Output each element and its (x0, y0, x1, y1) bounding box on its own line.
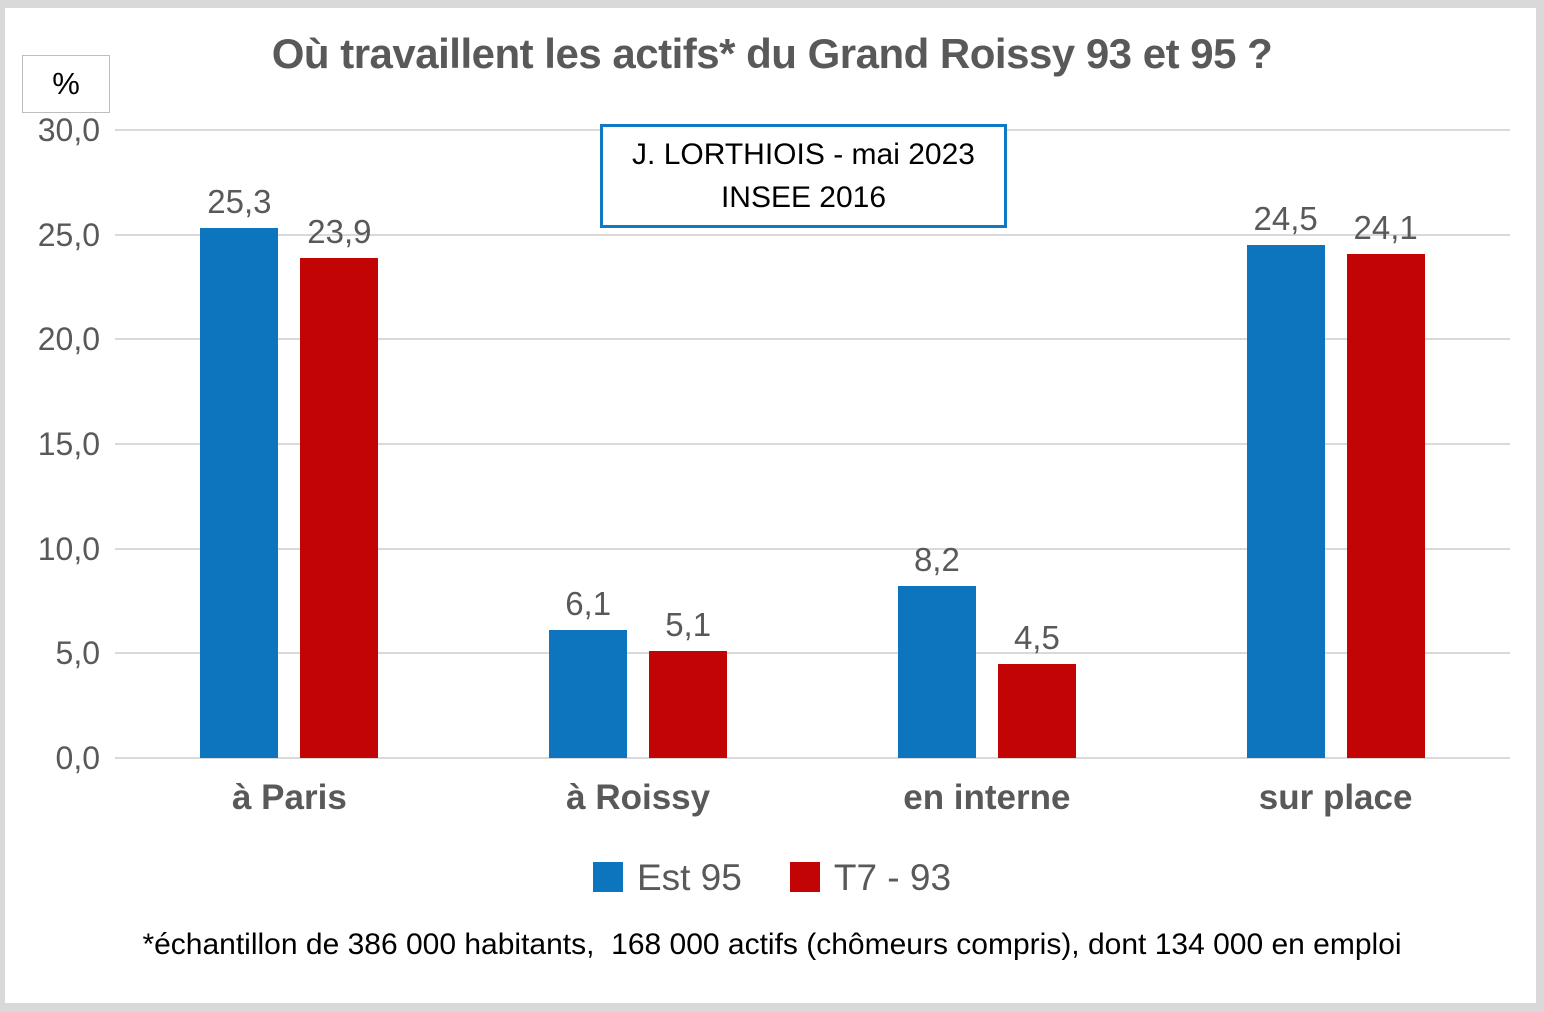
bar-est-95: 24,5 (1246, 202, 1325, 758)
chart-title: Où travaillent les actifs* du Grand Rois… (271, 30, 1273, 77)
bar-t7-93: 23,9 (300, 215, 379, 758)
bar-t7-93: 4,5 (997, 621, 1076, 758)
bar-group: 25,3 23,9 (115, 130, 464, 758)
legend-swatch-est-95 (592, 862, 623, 892)
annotation-box: J. LORTHIOIS - mai 2023 INSEE 2016 (600, 124, 1007, 228)
category-label: à Roissy (566, 778, 711, 817)
category-label: en interne (903, 778, 1071, 817)
bar-est-95: 25,3 (200, 185, 279, 758)
annotation-line-2: INSEE 2016 (720, 181, 887, 214)
y-axis-tick-label: 15,0 (37, 426, 100, 462)
gridline (115, 338, 1510, 341)
bar-value-label: 6,1 (565, 585, 612, 623)
bar-est-95: 6,1 (549, 587, 628, 758)
y-axis: 0,0 5,0 10,0 15,0 20,0 25,0 30,0 (0, 114, 100, 774)
bar-group: 8,2 4,5 (813, 130, 1162, 758)
legend-item-est-95: Est 95 (592, 856, 742, 898)
bar-value-label: 25,3 (207, 183, 272, 221)
y-axis-unit-box: % (22, 55, 110, 113)
legend-swatch-t7-93 (789, 862, 820, 892)
gridline (115, 757, 1510, 759)
footnote: *échantillon de 386 000 habitants, 168 0… (142, 928, 1402, 961)
category-label: sur place (1258, 778, 1413, 817)
annotation-line-1: J. LORTHIOIS - mai 2023 (632, 137, 975, 171)
bar-t7-93: 5,1 (649, 608, 728, 758)
bar-value-label: 4,5 (1013, 618, 1060, 656)
bar-group: 24,5 24,1 (1161, 130, 1510, 758)
gridline (115, 443, 1510, 445)
bar-value-label: 8,2 (913, 541, 960, 579)
bar-t7-93: 24,1 (1346, 211, 1425, 758)
gridline (115, 233, 1510, 236)
bar-value-label: 5,1 (665, 606, 712, 644)
category-axis: à Paris à Roissy en interne sur place (115, 778, 1510, 838)
legend-item-t7-93: T7 - 93 (789, 856, 952, 898)
bar-est-95: 8,2 (897, 543, 976, 758)
bar-group: 6,1 5,1 (464, 130, 813, 758)
bar-value-label: 23,9 (307, 212, 372, 250)
y-axis-unit-label: % (52, 66, 80, 101)
y-axis-tick-label: 25,0 (37, 216, 100, 253)
category-label: à Paris (231, 778, 347, 817)
y-axis-tick-label: 20,0 (37, 321, 100, 358)
legend: Est 95 T7 - 93 (0, 852, 1544, 902)
legend-label-t7-93: T7 - 93 (833, 856, 952, 898)
bar-value-label: 24,5 (1253, 200, 1318, 238)
gridline (115, 547, 1510, 550)
y-axis-tick-label: 5,0 (55, 635, 100, 672)
gridline (115, 652, 1510, 655)
y-axis-tick-label: 30,0 (37, 112, 100, 148)
y-axis-tick-label: 10,0 (37, 530, 100, 567)
legend-label-est-95: Est 95 (636, 856, 742, 898)
bar-value-label: 24,1 (1353, 208, 1418, 246)
y-axis-tick-label: 0,0 (55, 740, 100, 776)
